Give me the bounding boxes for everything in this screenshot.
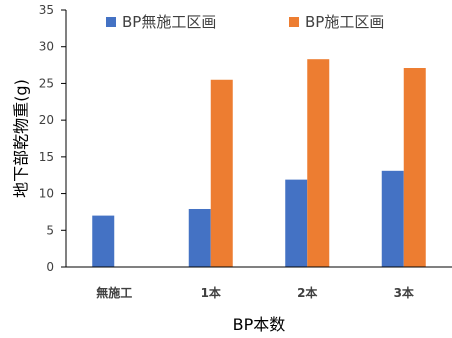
bar-bp-none [92,215,115,267]
legend-label: BP無施工区画 [122,13,216,31]
y-ticks: 0 5 10 15 20 25 30 35 [39,3,66,274]
y-tick-label: 35 [39,3,54,17]
bars-group [92,59,426,267]
x-tick-label: 2本 [297,285,317,300]
x-tick-label: 無施工 [96,285,132,300]
y-axis-title: 地下部乾物重(g) [12,79,31,198]
legend-swatch [289,17,299,27]
y-tick-label: 5 [46,223,54,237]
x-tick-label: 1本 [201,285,221,300]
bar-bp-none [285,179,308,267]
bar-bp-applied [403,68,426,267]
y-tick-label: 25 [39,76,54,90]
y-tick-label: 10 [39,187,54,201]
bar-bp-none [188,208,211,267]
legend: BP無施工区画 BP施工区画 [106,13,384,31]
x-axis-title: BP本数 [233,315,286,333]
legend-swatch [106,17,116,27]
y-tick-label: 15 [39,150,54,164]
x-tick-labels: 無施工 1本 2本 3本 [96,285,414,300]
y-tick-label: 0 [46,260,54,274]
y-tick-label: 20 [39,113,54,127]
y-tick-label: 30 [39,40,54,54]
bar-bp-applied [307,59,330,267]
x-tick-label: 3本 [394,285,414,300]
legend-label: BP施工区画 [305,13,384,31]
bar-bp-applied [210,79,233,267]
bar-bp-none [381,170,404,267]
